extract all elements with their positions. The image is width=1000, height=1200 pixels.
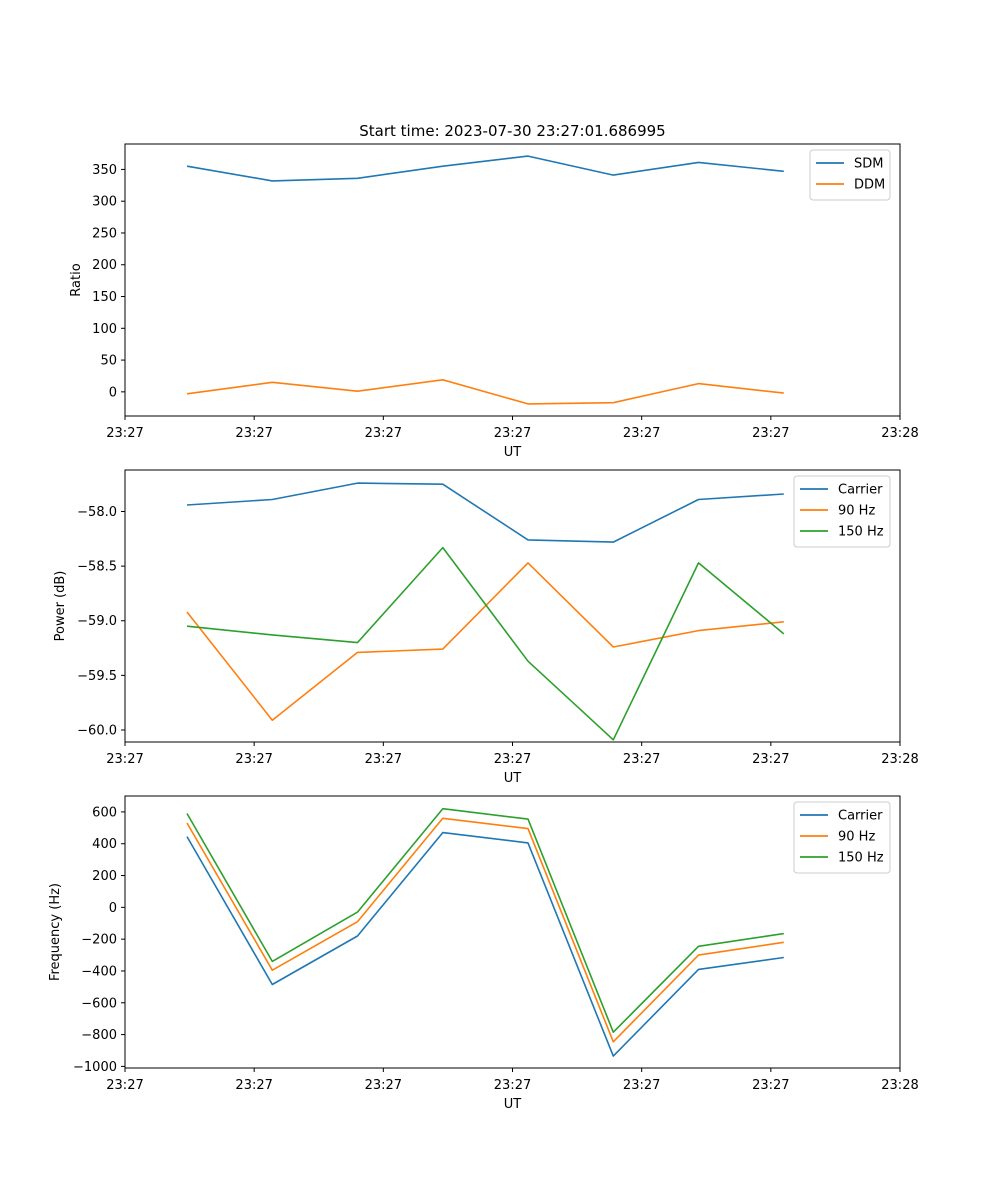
legend-label: 150 Hz (838, 851, 884, 866)
y-tick-label: 200 (92, 869, 117, 884)
y-tick-label: 0 (109, 385, 117, 400)
series-line-ddm (186, 378, 784, 405)
legend-label: 90 Hz (838, 830, 875, 845)
series-line-150-hz (186, 546, 785, 741)
y-tick-label: 150 (92, 290, 117, 305)
y-tick-label: 200 (92, 258, 117, 273)
x-tick-label: 23:27 (752, 1078, 789, 1093)
y-tick-label: −400 (81, 964, 117, 979)
x-tick-label: 23:27 (623, 426, 660, 441)
y-tick-label: −200 (81, 933, 117, 948)
y-axis-label: Frequency (Hz) (48, 883, 63, 981)
axes-frame (124, 469, 901, 743)
x-tick-label: 23:28 (881, 1078, 918, 1093)
x-tick-label: 23:27 (752, 752, 789, 767)
x-tick-label: 23:27 (106, 752, 143, 767)
legend-frame (793, 801, 891, 874)
legend-label: DDM (854, 178, 885, 193)
y-tick-label: −800 (81, 1028, 117, 1043)
y-tick-label: 0 (109, 901, 117, 916)
series-line-150-hz (186, 807, 784, 1033)
legend-frame (793, 475, 891, 548)
legend-label: Carrier (838, 483, 883, 498)
y-tick-label: 300 (92, 195, 117, 210)
legend-label: 150 Hz (838, 525, 884, 540)
x-tick-label: 23:27 (623, 752, 660, 767)
legend-label: SDM (854, 157, 883, 172)
y-axis-label: Power (dB) (53, 571, 68, 642)
y-tick-label: 400 (92, 837, 117, 852)
legend-label: 90 Hz (838, 504, 875, 519)
y-tick-label: −600 (81, 996, 117, 1011)
x-axis-label: UT (504, 445, 522, 460)
y-tick-label: −58.0 (77, 505, 117, 520)
series-line-carrier (186, 831, 784, 1057)
x-tick-label: 23:27 (106, 426, 143, 441)
x-tick-label: 23:27 (106, 1078, 143, 1093)
x-tick-label: 23:27 (235, 752, 272, 767)
x-tick-label: 23:28 (881, 752, 918, 767)
x-tick-label: 23:27 (494, 426, 531, 441)
y-tick-label: 600 (92, 805, 117, 820)
y-tick-label: −59.0 (77, 614, 117, 629)
x-tick-label: 23:27 (623, 1078, 660, 1093)
y-tick-label: 100 (92, 322, 117, 337)
y-tick-label: 50 (100, 354, 117, 369)
axes-frame (124, 143, 901, 417)
x-axis-label: UT (504, 771, 522, 786)
y-tick-label: −59.5 (77, 669, 117, 684)
x-tick-label: 23:27 (365, 1078, 402, 1093)
x-tick-label: 23:27 (494, 1078, 531, 1093)
legend-label: Carrier (838, 809, 883, 824)
y-tick-label: −60.0 (77, 723, 117, 738)
series-line-carrier (186, 482, 784, 543)
x-tick-label: 23:27 (365, 426, 402, 441)
axes-frame (124, 795, 901, 1069)
y-tick-label: 250 (92, 226, 117, 241)
y-tick-label: 350 (92, 163, 117, 178)
legend: Carrier 90 Hz 150 Hz (793, 475, 891, 548)
x-tick-label: 23:27 (752, 426, 789, 441)
series-line-90-hz (186, 562, 784, 722)
series-line-sdm (186, 155, 784, 182)
x-tick-label: 23:27 (235, 1078, 272, 1093)
x-axis-label: UT (504, 1097, 522, 1112)
figure-title: Start time: 2023-07-30 23:27:01.686995 (359, 122, 665, 140)
ratio-panel: 23:27 23:27 23:27 23:27 23:27 23:27 23:28 UT 0 50… (69, 143, 919, 460)
legend: SDM DDM (809, 149, 891, 201)
power-panel: 23:27 23:27 23:27 23:27 23:27 23:27 23:28 UT −60… (53, 469, 919, 786)
y-axis-label: Ratio (69, 263, 84, 296)
y-tick-label: −1000 (73, 1060, 117, 1075)
frequency-panel: 23:27 23:27 23:27 23:27 23:27 23:27 23:28 UT −10… (48, 795, 919, 1112)
x-tick-label: 23:27 (365, 752, 402, 767)
x-tick-label: 23:28 (881, 426, 918, 441)
legend: Carrier 90 Hz 150 Hz (793, 801, 891, 874)
y-tick-label: −58.5 (77, 560, 117, 575)
x-tick-label: 23:27 (235, 426, 272, 441)
series-line-90-hz (186, 817, 784, 1043)
x-tick-label: 23:27 (494, 752, 531, 767)
